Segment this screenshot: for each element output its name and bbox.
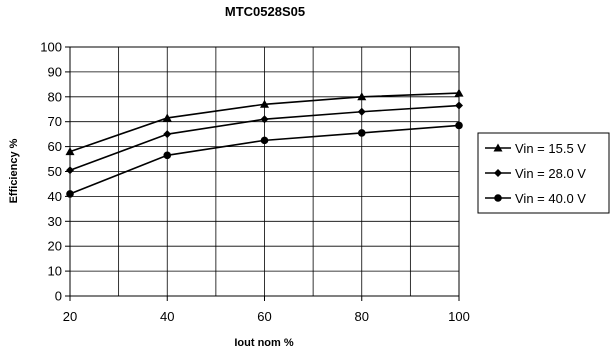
x-tick-label: 80 [355, 309, 369, 324]
data-point [493, 143, 503, 152]
data-point [163, 130, 172, 139]
x-tick-label: 40 [160, 309, 174, 324]
legend-label: Vin = 15.5 V [515, 141, 586, 156]
legend-item: Vin = 28.0 V [485, 166, 586, 181]
x-axis-title: Iout nom % [234, 337, 293, 349]
legend-item: Vin = 40.0 V [485, 191, 586, 206]
series [66, 101, 463, 175]
y-tick-label: 30 [48, 214, 62, 229]
data-point [357, 107, 366, 116]
y-tick-label: 40 [48, 189, 62, 204]
chart-title: MTC0528S05 [225, 4, 305, 19]
y-tick-label: 60 [48, 139, 62, 154]
y-axis-title: Efficiency % [8, 138, 20, 203]
y-tick-label: 0 [55, 289, 62, 304]
legend-item: Vin = 15.5 V [485, 141, 586, 156]
y-tick-label: 20 [48, 239, 62, 254]
data-point [260, 115, 269, 124]
x-tick-label: 20 [63, 309, 77, 324]
legend-label: Vin = 40.0 V [515, 191, 586, 206]
y-tick-label: 70 [48, 114, 62, 129]
data-point [65, 147, 75, 156]
legend: Vin = 15.5 V Vin = 28.0 V Vin = 40.0 V [477, 132, 610, 214]
y-tick-label: 10 [48, 264, 62, 279]
series-layer [65, 88, 464, 198]
data-point [455, 101, 463, 110]
y-tick-label: 80 [48, 89, 62, 104]
series [65, 88, 464, 156]
data-point [66, 166, 74, 175]
x-tick-labels: 20 40 60 80 100 [63, 296, 470, 324]
y-tick-labels: 0 10 20 30 40 50 60 70 80 90 100 [40, 40, 70, 304]
data-point [357, 129, 366, 137]
x-tick-label: 100 [448, 309, 470, 324]
series [66, 121, 463, 198]
legend-label: Vin = 28.0 V [515, 166, 586, 181]
data-point [66, 190, 74, 198]
x-tick-label: 60 [257, 309, 271, 324]
y-tick-label: 50 [48, 164, 62, 179]
data-point [162, 113, 172, 122]
data-point [455, 121, 463, 130]
y-tick-label: 100 [40, 40, 62, 55]
data-point [260, 136, 269, 145]
data-point [357, 92, 367, 101]
data-point [454, 88, 464, 97]
data-point [260, 99, 269, 108]
data-point [163, 151, 172, 160]
data-point [494, 194, 502, 202]
data-point [494, 169, 502, 177]
y-tick-label: 90 [48, 64, 62, 79]
